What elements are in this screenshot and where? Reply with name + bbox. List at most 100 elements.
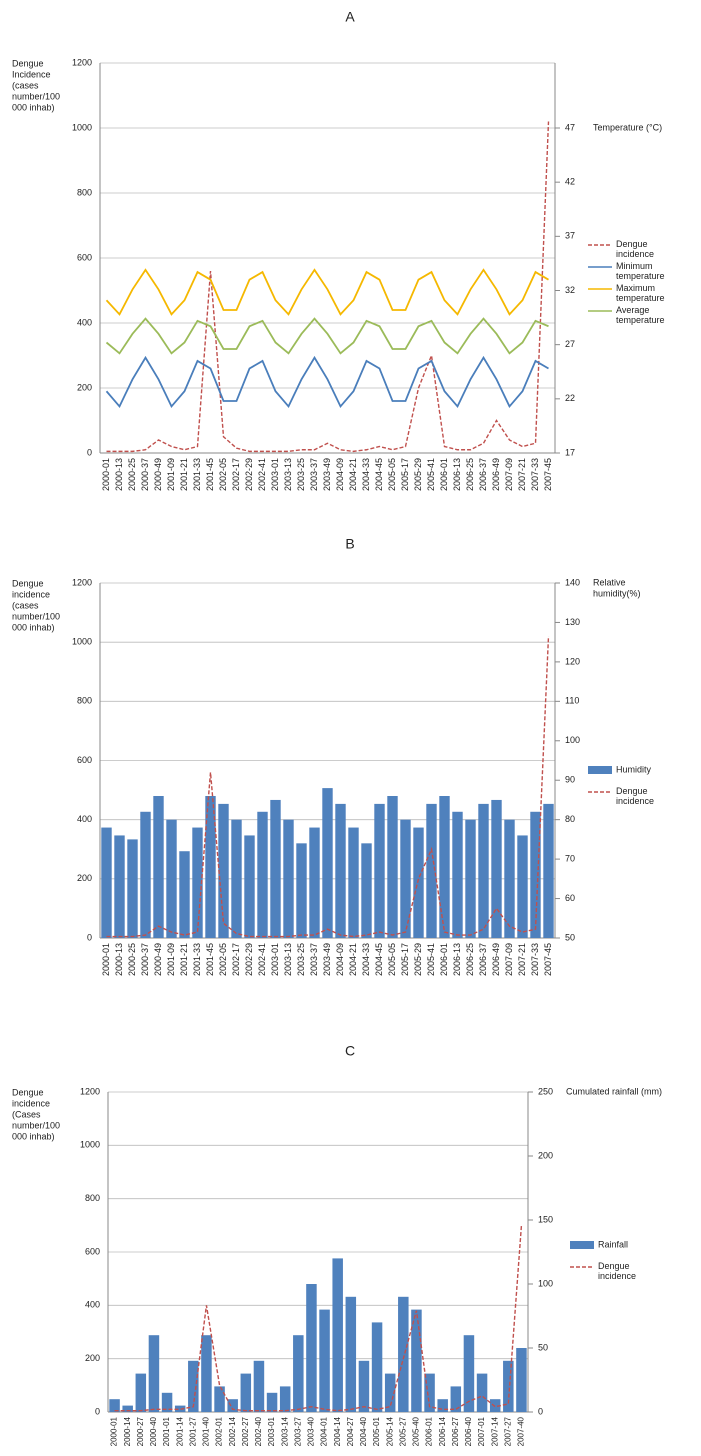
x-tick-label: 2007-33 — [530, 458, 540, 491]
x-tick-label: 2001-01 — [162, 1416, 171, 1446]
bar — [140, 811, 151, 938]
bar — [166, 819, 177, 938]
bar — [530, 811, 541, 938]
bar — [345, 1296, 357, 1412]
x-tick-label: 2006-49 — [491, 943, 501, 976]
bar — [517, 835, 528, 938]
legend-label: Dengue incidence — [616, 786, 654, 806]
x-tick-label: 2006-37 — [478, 943, 488, 976]
x-tick-label: 2000-01 — [110, 1416, 119, 1446]
bar — [122, 1405, 133, 1412]
x-tick-label: 2000-40 — [149, 1416, 158, 1446]
y2-axis-label: Relative — [593, 577, 626, 587]
x-tick-label: 2006-14 — [438, 1416, 447, 1446]
y-tick-label: 0 — [87, 932, 92, 942]
x-tick-label: 2006-01 — [425, 1416, 434, 1446]
bar — [306, 1284, 317, 1412]
bar — [450, 1386, 462, 1412]
x-tick-label: 2003-49 — [322, 943, 332, 976]
y2-tick-label: 90 — [565, 775, 575, 785]
x-tick-label: 2004-21 — [348, 458, 358, 491]
y-tick-label: 600 — [77, 755, 92, 765]
panel-title: A — [345, 9, 355, 25]
y2-axis-label: humidity(%) — [593, 588, 641, 598]
y-tick-label: 600 — [85, 1246, 100, 1256]
bar — [174, 1405, 186, 1412]
bar — [114, 835, 125, 938]
x-tick-label: 2000-27 — [136, 1416, 145, 1446]
bar — [400, 819, 411, 938]
y2-tick-label: 27 — [565, 339, 575, 349]
x-tick-label: 2006-13 — [452, 458, 462, 491]
x-tick-label: 2003-14 — [280, 1416, 289, 1446]
bar — [109, 1399, 120, 1412]
bar — [332, 1258, 343, 1412]
bar — [227, 1399, 238, 1412]
bar — [503, 1360, 514, 1412]
y2-tick-label: 0 — [538, 1406, 543, 1416]
x-tick-label: 2004-45 — [374, 943, 384, 976]
y2-tick-label: 32 — [565, 285, 575, 295]
x-tick-label: 2001-09 — [166, 458, 176, 491]
legend-label: Rainfall — [598, 1239, 628, 1249]
y2-tick-label: 42 — [565, 177, 575, 187]
y-axis-label: Incidence — [12, 69, 51, 79]
bar — [283, 819, 294, 938]
bar — [413, 827, 424, 938]
bar — [374, 803, 385, 938]
series-line — [105, 317, 549, 355]
x-tick-label: 2005-01 — [372, 1416, 381, 1446]
y-tick-label: 0 — [95, 1406, 100, 1416]
y-tick-label: 400 — [85, 1300, 100, 1310]
y2-axis-label: Cumulated rainfall (mm) — [566, 1086, 662, 1096]
bar — [244, 835, 255, 938]
bar — [257, 811, 268, 938]
x-tick-label: 2004-21 — [348, 943, 358, 976]
x-tick-label: 2001-21 — [179, 943, 189, 976]
x-tick-label: 2007-27 — [503, 1416, 512, 1446]
y2-tick-label: 100 — [538, 1278, 553, 1288]
y-axis-label: (Cases — [12, 1109, 41, 1119]
x-tick-label: 2004-01 — [320, 1416, 329, 1446]
bar — [214, 1386, 225, 1412]
y2-tick-label: 22 — [565, 393, 575, 403]
bar — [437, 1399, 448, 1412]
bar — [384, 1373, 396, 1412]
x-tick-label: 2003-13 — [283, 943, 293, 976]
y2-axis-label: Temperature (°C) — [593, 122, 662, 132]
x-tick-label: 2003-01 — [270, 943, 280, 976]
bar — [179, 851, 190, 938]
x-tick-label: 2005-14 — [385, 1416, 394, 1446]
x-tick-label: 2007-21 — [517, 943, 527, 976]
x-tick-label: 2007-45 — [543, 458, 553, 491]
y2-tick-label: 140 — [565, 577, 580, 587]
y2-tick-label: 47 — [565, 122, 575, 132]
y-tick-label: 600 — [77, 252, 92, 262]
x-tick-label: 2001-45 — [205, 458, 215, 491]
y2-tick-label: 200 — [538, 1150, 553, 1160]
y-axis-label: incidence — [12, 589, 50, 599]
bar — [476, 1373, 488, 1412]
bar — [489, 1399, 501, 1412]
y-axis-label: Dengue — [12, 1087, 44, 1097]
x-tick-label: 2001-33 — [192, 943, 202, 976]
x-tick-label: 2005-29 — [413, 943, 423, 976]
x-tick-label: 2005-40 — [412, 1416, 421, 1446]
x-tick-label: 2001-40 — [202, 1416, 211, 1446]
bar — [148, 1335, 160, 1412]
x-tick-label: 2003-49 — [322, 458, 332, 491]
y-axis-label: (cases — [12, 80, 39, 90]
bar — [266, 1392, 278, 1412]
y-tick-label: 800 — [77, 187, 92, 197]
y2-tick-label: 50 — [538, 1342, 548, 1352]
bar — [516, 1348, 527, 1412]
x-tick-label: 2005-41 — [426, 943, 436, 976]
bar — [231, 819, 242, 938]
x-tick-label: 2007-33 — [530, 943, 540, 976]
x-tick-label: 2003-13 — [283, 458, 293, 491]
y-tick-label: 800 — [85, 1193, 100, 1203]
y-tick-label: 400 — [77, 814, 92, 824]
bar — [322, 788, 333, 938]
series-line — [106, 121, 550, 453]
x-tick-label: 2007-21 — [517, 458, 527, 491]
